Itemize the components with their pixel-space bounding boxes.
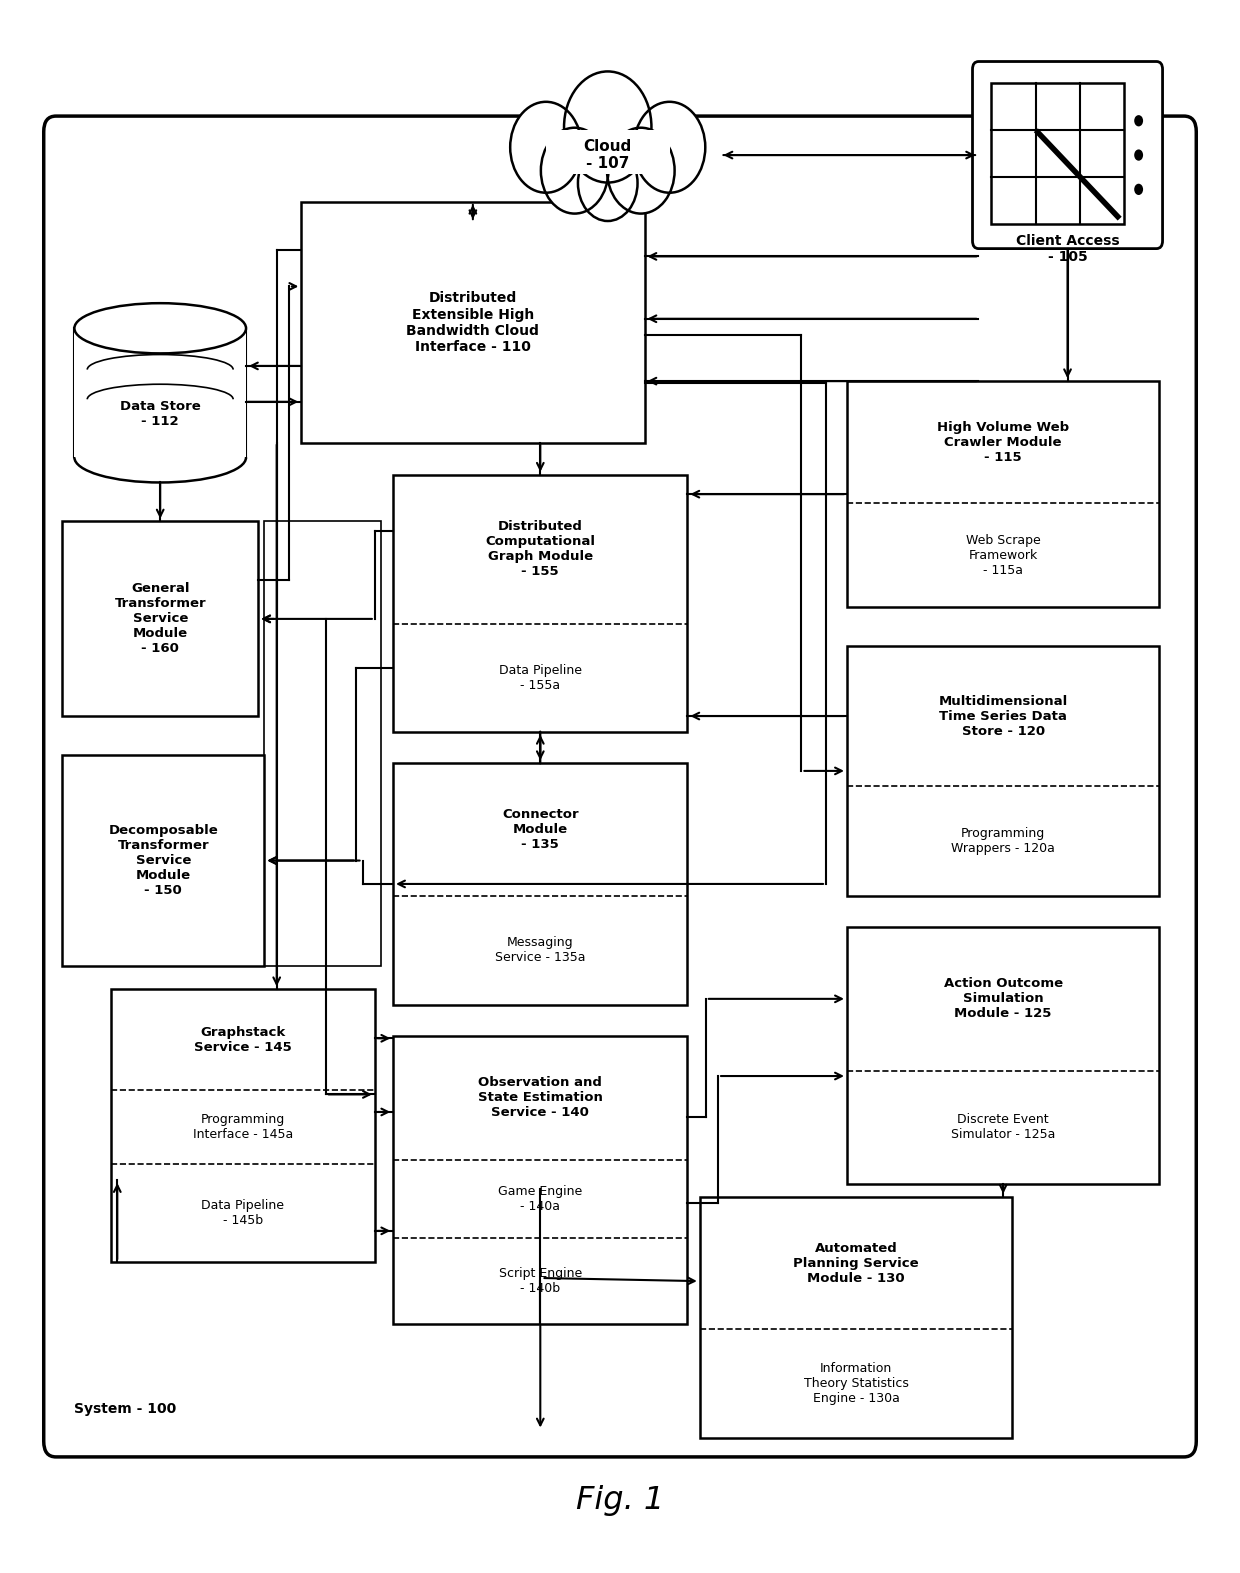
Text: Web Scrape
Framework
- 115a: Web Scrape Framework - 115a [966, 533, 1040, 577]
FancyBboxPatch shape [847, 381, 1159, 607]
FancyBboxPatch shape [112, 989, 374, 1262]
Text: Distributed
Computational
Graph Module
- 155: Distributed Computational Graph Module -… [485, 521, 595, 579]
Text: Decomposable
Transformer
Service
Module
- 150: Decomposable Transformer Service Module … [108, 824, 218, 897]
FancyBboxPatch shape [43, 116, 1197, 1457]
Text: Distributed
Extensible High
Bandwidth Cloud
Interface - 110: Distributed Extensible High Bandwidth Cl… [407, 291, 539, 354]
Text: Game Engine
- 140a: Game Engine - 140a [498, 1184, 583, 1213]
FancyBboxPatch shape [393, 763, 687, 1005]
Text: Messaging
Service - 135a: Messaging Service - 135a [495, 936, 585, 964]
Text: Action Outcome
Simulation
Module - 125: Action Outcome Simulation Module - 125 [944, 977, 1063, 1021]
Text: Information
Theory Statistics
Engine - 130a: Information Theory Statistics Engine - 1… [804, 1362, 909, 1405]
Circle shape [578, 145, 637, 222]
Text: Data Pipeline
- 145b: Data Pipeline - 145b [201, 1199, 284, 1227]
Circle shape [564, 71, 651, 182]
Text: Graphstack
Service - 145: Graphstack Service - 145 [195, 1026, 291, 1054]
FancyBboxPatch shape [393, 1037, 687, 1324]
Text: Cloud
- 107: Cloud - 107 [584, 138, 632, 171]
FancyBboxPatch shape [847, 647, 1159, 895]
Text: Script Engine
- 140b: Script Engine - 140b [498, 1268, 582, 1295]
Text: Data Store
- 112: Data Store - 112 [120, 401, 201, 428]
FancyBboxPatch shape [301, 201, 645, 444]
Circle shape [634, 102, 706, 193]
Circle shape [1135, 115, 1143, 126]
Text: Discrete Event
Simulator - 125a: Discrete Event Simulator - 125a [951, 1114, 1055, 1142]
FancyBboxPatch shape [393, 475, 687, 731]
Text: Data Pipeline
- 155a: Data Pipeline - 155a [498, 664, 582, 692]
Circle shape [1135, 184, 1143, 195]
Text: Automated
Planning Service
Module - 130: Automated Planning Service Module - 130 [794, 1241, 919, 1285]
FancyBboxPatch shape [546, 129, 670, 178]
Ellipse shape [74, 304, 246, 354]
FancyBboxPatch shape [847, 926, 1159, 1184]
Text: Programming
Wrappers - 120a: Programming Wrappers - 120a [951, 827, 1055, 854]
Text: High Volume Web
Crawler Module
- 115: High Volume Web Crawler Module - 115 [937, 420, 1069, 464]
FancyBboxPatch shape [62, 522, 258, 716]
Text: Observation and
State Estimation
Service - 140: Observation and State Estimation Service… [477, 1076, 603, 1120]
Text: Client Access
- 105: Client Access - 105 [1016, 233, 1120, 264]
Circle shape [510, 102, 582, 193]
FancyBboxPatch shape [699, 1197, 1012, 1438]
FancyBboxPatch shape [546, 131, 670, 173]
Text: General
Transformer
Service
Module
- 160: General Transformer Service Module - 160 [114, 582, 206, 656]
Circle shape [541, 127, 609, 214]
FancyBboxPatch shape [991, 83, 1125, 223]
Text: Connector
Module
- 135: Connector Module - 135 [502, 809, 579, 851]
Text: System - 100: System - 100 [74, 1403, 176, 1416]
Circle shape [608, 127, 675, 214]
FancyBboxPatch shape [62, 755, 264, 966]
Polygon shape [74, 329, 246, 458]
FancyBboxPatch shape [972, 61, 1163, 249]
Text: Programming
Interface - 145a: Programming Interface - 145a [193, 1114, 293, 1140]
Text: Fig. 1: Fig. 1 [575, 1485, 665, 1516]
Circle shape [1135, 149, 1143, 160]
Text: Multidimensional
Time Series Data
Store - 120: Multidimensional Time Series Data Store … [939, 695, 1068, 738]
